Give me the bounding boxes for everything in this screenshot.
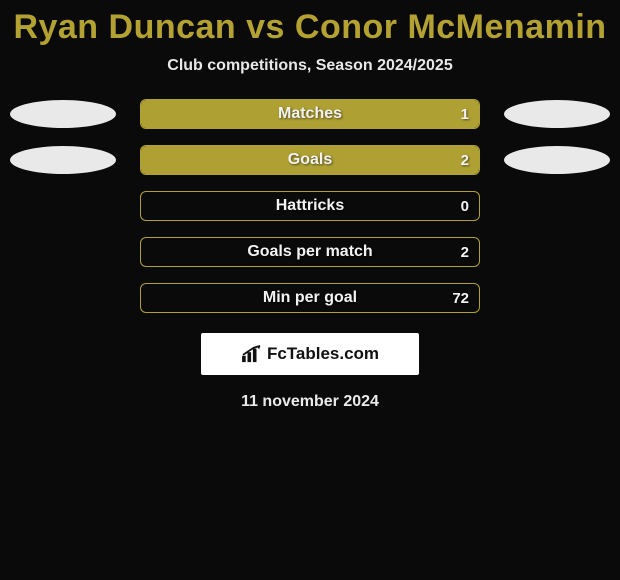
stat-bar: Hattricks0 <box>140 191 480 221</box>
stat-row: Min per goal72 <box>0 283 620 313</box>
stat-label: Goals per match <box>141 238 479 266</box>
stat-row: Goals2 <box>0 145 620 175</box>
watermark: FcTables.com <box>201 333 419 375</box>
date-text: 11 november 2024 <box>0 393 620 411</box>
subtitle: Club competitions, Season 2024/2025 <box>0 57 620 75</box>
stat-row: Goals per match2 <box>0 237 620 267</box>
stat-value: 0 <box>461 192 469 220</box>
stat-value: 72 <box>452 284 469 312</box>
player-right-ellipse <box>504 146 610 174</box>
stat-value: 2 <box>461 238 469 266</box>
stats-container: Matches1Goals2Hattricks0Goals per match2… <box>0 99 620 313</box>
stat-label: Min per goal <box>141 284 479 312</box>
player-left-ellipse <box>10 146 116 174</box>
stat-row: Hattricks0 <box>0 191 620 221</box>
player-right-ellipse <box>504 100 610 128</box>
page-title: Ryan Duncan vs Conor McMenamin <box>0 0 620 47</box>
stat-bar: Min per goal72 <box>140 283 480 313</box>
stat-bar: Goals2 <box>140 145 480 175</box>
stat-bar: Matches1 <box>140 99 480 129</box>
chart-icon <box>241 345 263 363</box>
stat-value: 2 <box>461 146 469 174</box>
stat-value: 1 <box>461 100 469 128</box>
stat-label: Matches <box>141 100 479 128</box>
stat-label: Hattricks <box>141 192 479 220</box>
stat-label: Goals <box>141 146 479 174</box>
player-left-ellipse <box>10 100 116 128</box>
watermark-text: FcTables.com <box>267 344 379 364</box>
stat-bar: Goals per match2 <box>140 237 480 267</box>
stat-row: Matches1 <box>0 99 620 129</box>
